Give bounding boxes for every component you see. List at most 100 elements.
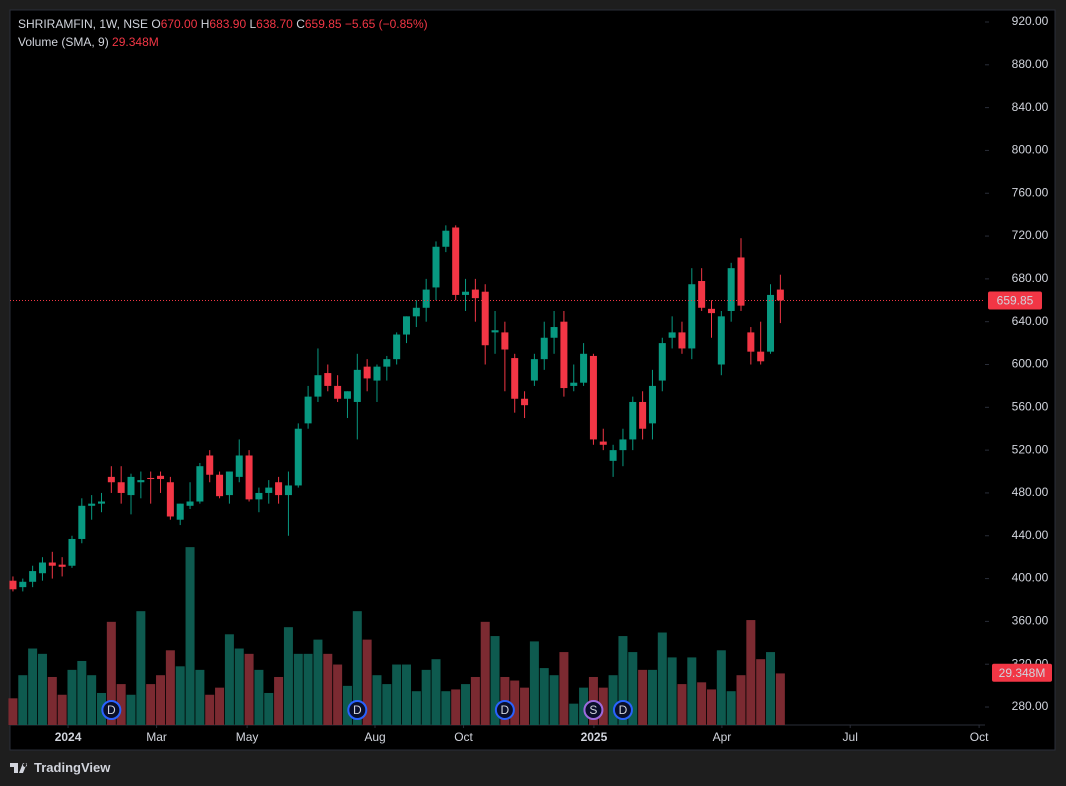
candle-body [196, 466, 204, 502]
candle-body [550, 327, 558, 338]
volume-bar [372, 675, 382, 725]
candle-body [580, 353, 588, 383]
volume-bar [136, 611, 146, 725]
candle-body [275, 482, 283, 496]
volume-bar [677, 684, 687, 725]
c-value: 659.85 [304, 17, 342, 31]
candle-body [521, 398, 529, 406]
candle-body [629, 401, 637, 440]
volume-bar [195, 669, 205, 725]
volume-bar [726, 691, 736, 725]
event-marker [347, 700, 368, 720]
volume-bar [106, 621, 116, 725]
volume-bar [421, 669, 431, 725]
volume-bar [274, 676, 284, 725]
y-tick-label: 400.00 [1012, 571, 1049, 585]
brand-logo [10, 762, 28, 773]
candle-body [78, 505, 86, 539]
volume-bar [697, 682, 707, 725]
volume-bar [569, 703, 579, 725]
x-tick-label: 2025 [581, 730, 608, 744]
volume-bar [8, 698, 18, 725]
volume-bar [618, 636, 628, 725]
l-value: 638.70 [256, 17, 293, 31]
brand: TradingView [34, 760, 111, 775]
candle-body [481, 291, 489, 346]
candle-body [324, 373, 332, 386]
volume-bar [382, 684, 392, 725]
volume-bar [598, 687, 608, 725]
volume-bar [657, 632, 667, 725]
candle-body [107, 476, 115, 483]
candle-body [717, 316, 725, 365]
volume-bar [342, 685, 352, 725]
volume-bar [775, 673, 785, 725]
volume-bar [283, 627, 293, 725]
candle-body [216, 474, 224, 497]
y-tick-label: 520.00 [1012, 442, 1049, 456]
volume-bar [165, 650, 175, 725]
y-tick-label: 480.00 [1012, 485, 1049, 499]
volume-bar [539, 668, 549, 725]
y-tick-label: 800.00 [1012, 143, 1049, 157]
candle-body [501, 332, 509, 350]
volume-bar [756, 659, 766, 725]
volume-bar [323, 653, 333, 725]
footer: TradingView [10, 760, 110, 775]
volume-bar [215, 687, 225, 725]
volume-bar [185, 547, 195, 725]
volume-bar [77, 660, 87, 725]
candle-body [471, 289, 479, 299]
x-tick-label: Jul [843, 730, 858, 744]
volume-bar [579, 687, 589, 725]
volume-sma-value: 29.348M [112, 35, 159, 49]
volume-legend: Volume (SMA, 9) 29.348M [18, 35, 159, 49]
volume-bar [333, 664, 343, 725]
volume-bar [362, 639, 372, 725]
volume-bar [264, 692, 274, 725]
y-tick-label: 840.00 [1012, 100, 1049, 114]
candle-body [402, 316, 410, 335]
volume-bar [146, 684, 156, 725]
candle-body [137, 480, 145, 483]
volume-bar [313, 639, 323, 725]
l-label: L [249, 17, 257, 31]
event-label: D [619, 703, 628, 717]
volume-bar [57, 694, 67, 725]
candle-body [157, 475, 165, 480]
volume-bar [116, 684, 126, 725]
candle-body [245, 455, 253, 500]
candle-body [383, 359, 391, 367]
candle-body [727, 268, 735, 311]
volume-bar [490, 636, 500, 725]
y-tick-label: 640.00 [1012, 314, 1049, 328]
change: −5.65 (−0.85%) [344, 17, 428, 31]
event-label: D [353, 703, 362, 717]
y-tick-label: 760.00 [1012, 185, 1049, 199]
volume-bar [736, 675, 746, 725]
volume-bar [766, 652, 776, 725]
volume-bar [254, 669, 264, 725]
candle-body [511, 358, 519, 399]
candle-body [343, 391, 351, 399]
candle-body [255, 492, 263, 500]
volume-bar [156, 675, 166, 725]
candle-body [609, 450, 617, 461]
volume-bar [431, 659, 441, 725]
y-tick-label: 360.00 [1012, 614, 1049, 628]
last-price-box [988, 291, 1042, 310]
volume-bar [126, 694, 136, 725]
candle-body [412, 307, 420, 317]
volume-bar [510, 680, 520, 725]
candle-body [97, 501, 105, 504]
volume-bar [224, 634, 234, 725]
event-marker [612, 700, 633, 720]
symbol: SHRIRAMFIN, 1W, NSE [18, 17, 149, 31]
candle-body [206, 455, 214, 475]
y-tick-label: 920.00 [1012, 14, 1049, 28]
candle-body [452, 227, 460, 295]
y-tick-label: 600.00 [1012, 357, 1049, 371]
y-tick-label: 880.00 [1012, 57, 1049, 71]
volume-title: Volume (SMA, 9) [18, 35, 109, 49]
y-tick-label: 560.00 [1012, 399, 1049, 413]
